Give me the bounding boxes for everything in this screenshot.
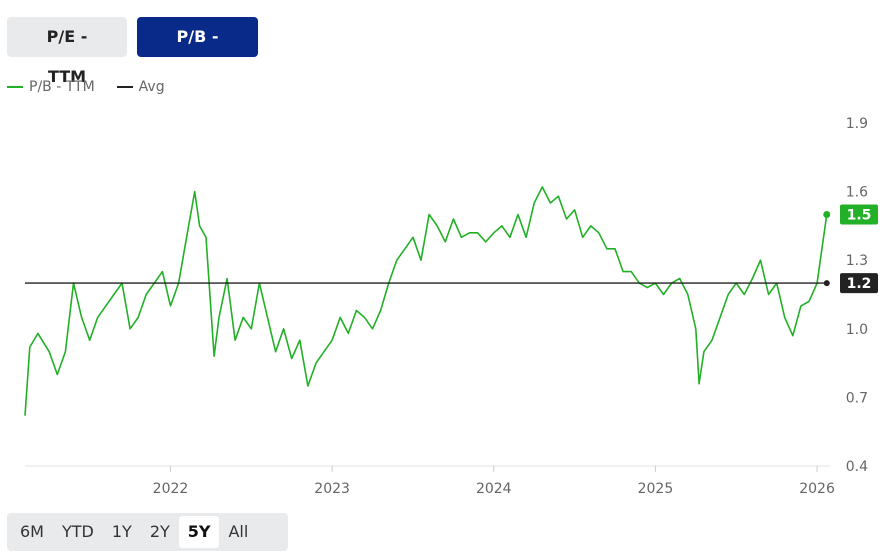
range-button-1y[interactable]: 1Y — [111, 522, 132, 541]
legend-label-avg: Avg — [138, 79, 165, 95]
y-tick-label: 1.6 — [846, 185, 868, 201]
y-tick-label: 1.0 — [846, 322, 868, 338]
legend-item-avg[interactable]: Avg — [116, 79, 165, 95]
legend-label-pb-ttm: P/B - TTM — [29, 79, 95, 95]
y-tick-label: 0.7 — [846, 390, 868, 406]
value-badge-label: 1.5 — [847, 207, 872, 223]
range-selector: 6M YTD 1Y 2Y 5Y All — [7, 513, 288, 551]
endpoint-dot-avg — [823, 280, 830, 287]
x-tick-label: 2024 — [476, 481, 512, 497]
endpoint-dot-pb — [823, 210, 831, 218]
y-tick-label: 1.3 — [846, 253, 868, 269]
range-button-5y[interactable]: 5Y — [178, 516, 220, 548]
y-tick-label: 0.4 — [846, 459, 868, 475]
value-badge-label: 1.2 — [847, 276, 872, 292]
legend-swatch-black — [116, 86, 133, 88]
range-button-6m[interactable]: 6M — [20, 522, 44, 541]
range-button-all[interactable]: All — [228, 522, 249, 541]
series-line-pb-ttm — [24, 186, 828, 416]
y-tick-label: 1.9 — [846, 116, 868, 132]
legend-item-pb-ttm[interactable]: P/B - TTM — [7, 79, 95, 95]
x-tick-label: 2023 — [314, 481, 350, 497]
value-badge — [840, 204, 878, 225]
tab-pb-ttm[interactable]: P/B - TTM — [137, 17, 258, 86]
x-tick-label: 2022 — [153, 481, 189, 497]
value-badge — [840, 273, 878, 294]
x-tick-label: 2026 — [799, 481, 835, 497]
metric-tabs: P/E - TTM P/B - TTM — [7, 17, 258, 86]
range-button-ytd[interactable]: YTD — [61, 522, 94, 541]
legend-swatch-green — [7, 86, 23, 88]
range-button-2y[interactable]: 2Y — [149, 522, 170, 541]
tab-pe-ttm[interactable]: P/E - TTM — [7, 17, 127, 86]
chart-legend: P/B - TTM Avg — [7, 79, 165, 95]
x-tick-label: 2025 — [638, 481, 674, 497]
pb-chart: 1.9 1.6 1.3 1.0 0.7 0.4 2022 2023 2024 2025 2026 1.… — [24, 116, 878, 497]
